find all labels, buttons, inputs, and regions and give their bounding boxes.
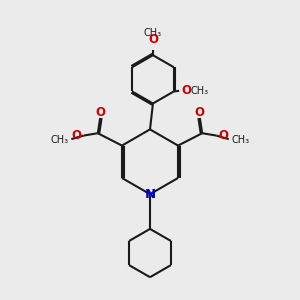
Text: O: O [148, 33, 158, 46]
Text: CH₃: CH₃ [144, 28, 162, 38]
Text: O: O [195, 106, 205, 119]
Text: O: O [219, 129, 229, 142]
Text: CH₃: CH₃ [190, 86, 208, 96]
Text: N: N [144, 188, 156, 201]
Text: CH₃: CH₃ [50, 135, 68, 145]
Text: CH₃: CH₃ [232, 135, 250, 145]
Text: O: O [71, 129, 81, 142]
Text: O: O [95, 106, 105, 119]
Text: O: O [181, 84, 191, 97]
